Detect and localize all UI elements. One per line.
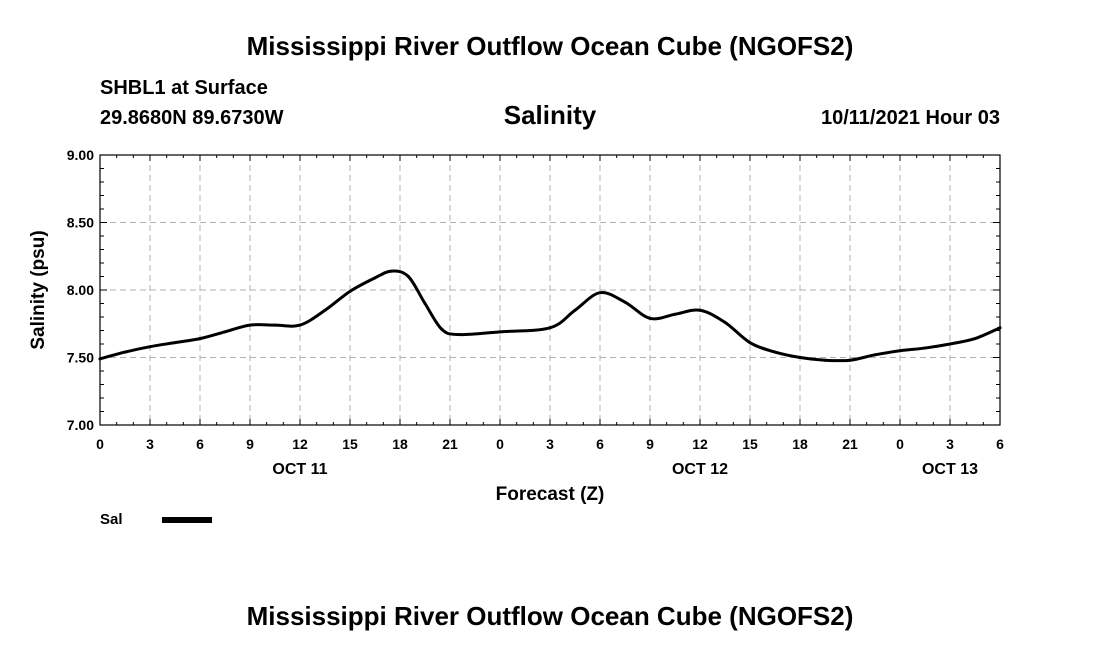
x-tick-label: 21 (442, 436, 458, 452)
data-point (548, 326, 552, 330)
data-point (173, 341, 177, 345)
data-point (673, 312, 677, 316)
data-point (348, 289, 352, 293)
data-point (698, 308, 702, 312)
x-axis-label: Forecast (Z) (496, 484, 605, 505)
data-point (123, 350, 127, 354)
y-tick-label: 8.00 (67, 282, 94, 298)
data-point (298, 323, 302, 327)
date-label: OCT 12 (672, 461, 728, 478)
x-tick-label: 6 (996, 436, 1004, 452)
data-point (923, 346, 927, 350)
x-tick-label: 9 (646, 436, 654, 452)
legend: Sal (100, 511, 212, 528)
data-point (390, 269, 394, 273)
series-layer (98, 269, 1002, 363)
data-point (623, 300, 627, 304)
data-point (598, 291, 602, 295)
data-point (148, 345, 152, 349)
legend-label: Sal (100, 511, 123, 528)
x-tick-label: 0 (96, 436, 104, 452)
x-tick-label: 18 (792, 436, 808, 452)
x-tick-label: 0 (896, 436, 904, 452)
data-point (873, 353, 877, 357)
y-tick-label: 9.00 (67, 147, 94, 163)
x-tick-label: 15 (342, 436, 358, 452)
x-tick-label: 21 (842, 436, 858, 452)
x-tick-label: 3 (946, 436, 954, 452)
data-point (848, 358, 852, 362)
data-point (573, 308, 577, 312)
data-point (423, 302, 427, 305)
x-tick-label: 9 (246, 436, 254, 452)
chart-title: Mississippi River Outflow Ocean Cube (NG… (247, 31, 854, 61)
station-label: SHBL1 at Surface (100, 77, 268, 99)
x-tick-label: 15 (742, 436, 758, 452)
grid-lines (100, 155, 1000, 425)
data-point (773, 350, 777, 354)
data-point (223, 330, 227, 334)
data-point (798, 356, 802, 359)
x-tick-label: 6 (596, 436, 604, 452)
data-point (498, 330, 502, 334)
date-label: OCT 11 (272, 461, 327, 478)
x-tick-label: 12 (292, 436, 308, 452)
station-coordinates: 29.8680N 89.6730W (100, 107, 284, 129)
y-tick-label: 8.50 (67, 215, 94, 231)
x-tick-label: 3 (146, 436, 154, 452)
y-axis-label: Salinity (psu) (28, 230, 49, 349)
x-tick-label: 18 (392, 436, 408, 452)
data-point (198, 337, 202, 341)
y-tick-label: 7.00 (67, 417, 94, 433)
footer-title: Mississippi River Outflow Ocean Cube (NG… (247, 601, 854, 631)
data-point (898, 349, 902, 353)
data-point (823, 358, 827, 362)
tick-labels: 0 3 6 9 12 15 18 21 0 3 6 9 12 15 18 21 0 3 6 7.00 7.50 8.00 8… (67, 147, 1004, 478)
data-point (323, 308, 327, 312)
x-tick-label: 0 (496, 436, 504, 452)
data-point (248, 323, 252, 327)
data-point (998, 326, 1002, 330)
x-tick-label: 6 (196, 436, 204, 452)
forecast-datetime: 10/11/2021 Hour 03 (821, 107, 1000, 129)
data-point (406, 275, 410, 278)
data-point (948, 342, 952, 346)
data-point (273, 323, 277, 327)
data-point (373, 276, 377, 280)
x-tick-label: 12 (692, 436, 708, 452)
data-point (648, 316, 652, 320)
data-point (440, 327, 444, 331)
data-point (748, 341, 752, 345)
variable-title: Salinity (504, 100, 597, 130)
date-label: OCT 13 (922, 461, 978, 478)
data-point (456, 333, 460, 337)
y-tick-label: 7.50 (67, 350, 94, 366)
x-tick-label: 3 (546, 436, 554, 452)
data-point (973, 337, 977, 341)
axis-ticks (99, 154, 1001, 426)
data-point (723, 320, 727, 324)
data-point (98, 357, 102, 361)
